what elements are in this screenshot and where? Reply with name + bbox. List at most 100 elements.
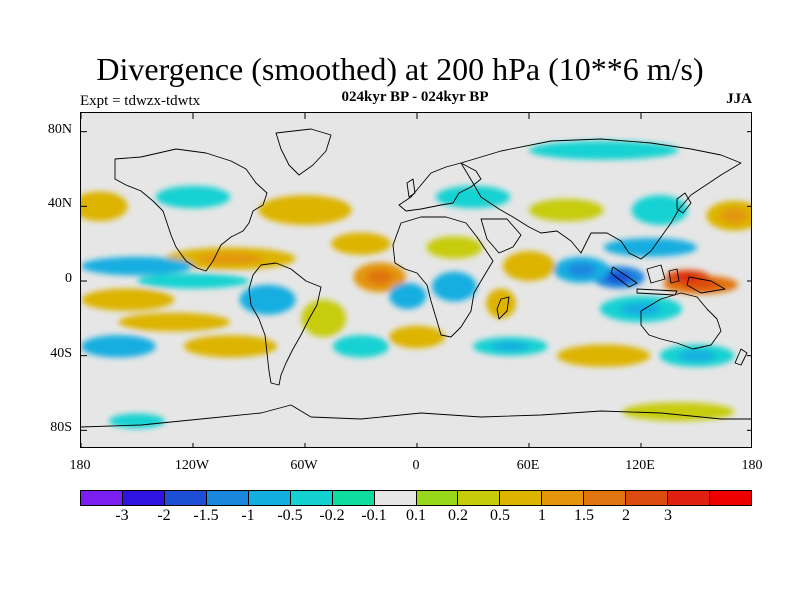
field-anomaly-core-25 (580, 350, 627, 362)
colorbar-label: -1.5 (193, 507, 219, 524)
field-anomaly-core-14 (109, 261, 165, 271)
colorbar-swatch (584, 491, 627, 505)
lat-label: 0 (65, 271, 72, 286)
colorbar (80, 490, 752, 506)
coastline-africa (392, 216, 494, 338)
coastline-greenland (275, 128, 332, 176)
field-anomaly-32 (155, 185, 231, 209)
field-anomaly-core-4 (627, 242, 674, 253)
field-anomaly-core-5 (620, 302, 662, 316)
coastline-antarctica (81, 404, 751, 428)
field-anomaly-core-26 (678, 350, 716, 362)
field-anomaly-core-6 (515, 258, 543, 274)
field-anomaly-core-10 (366, 269, 393, 285)
field-anomaly-core-27 (720, 208, 749, 224)
lon-label: 120W (174, 458, 210, 473)
colorbar-swatch (500, 491, 543, 505)
lon-label: 60W (290, 458, 318, 473)
colorbar-label: 0.5 (490, 507, 510, 524)
lat-label: 80S (50, 420, 72, 436)
coastline-australia (640, 292, 722, 350)
lon-label: 0 (412, 458, 420, 473)
field-anomaly-29 (529, 198, 604, 222)
colorbar-label: 1 (538, 507, 546, 524)
field-anomaly-36 (109, 413, 165, 429)
colorbar-swatch (332, 491, 375, 505)
map-canvas (81, 113, 751, 447)
field-anomaly-core-31 (281, 202, 329, 218)
colorbar-label: -2 (157, 507, 171, 524)
field-anomaly-core-33 (85, 198, 114, 214)
field-anomaly-9 (426, 236, 483, 259)
lat-label: 40S (50, 345, 72, 361)
field-anomaly-core-7 (493, 295, 509, 311)
colorbar-swatch (458, 491, 501, 505)
field-anomaly-core-3 (567, 263, 596, 277)
coastline-europe (398, 162, 482, 212)
colorbar-label: -0.5 (277, 507, 303, 524)
lon-label: 60E (516, 458, 540, 473)
field-anomaly-21 (301, 299, 347, 337)
field-anomaly-core-17 (104, 294, 151, 306)
coastline-new-zealand (734, 348, 748, 366)
plot-title: Divergence (smoothed) at 200 hPa (10**6 … (96, 51, 704, 87)
field-anomaly-core-11 (398, 289, 417, 303)
colorbar-label: 0.2 (448, 507, 468, 524)
field-anomaly-core-8 (443, 279, 466, 295)
colorbar-swatch (374, 491, 417, 505)
field-anomaly-core-23 (403, 331, 431, 343)
field-anomaly-34 (529, 141, 679, 160)
field-anomaly-core-18 (146, 317, 203, 327)
colorbar-label: 2 (622, 507, 630, 524)
coastline-arabia (480, 218, 522, 254)
field-anomaly-35 (622, 402, 735, 421)
coastline-japan (676, 192, 692, 214)
field-anomaly-core-2 (605, 271, 632, 283)
colorbar-swatch (122, 491, 165, 505)
plot-subtitle: 024kyr BP - 024kyr BP (341, 89, 489, 105)
colorbar-label: 3 (664, 507, 672, 524)
coastline-madagascar (496, 296, 510, 320)
lat-label: 40N (47, 196, 72, 212)
field-anomaly-core-19 (99, 340, 137, 352)
colorbar-swatch (290, 491, 333, 505)
map-panel (80, 112, 752, 448)
lon-label: 180 (69, 458, 91, 473)
field-anomaly-core-1 (676, 273, 699, 281)
map-ticks (81, 113, 751, 447)
colorbar-swatch (206, 491, 249, 505)
field-anomaly-core-12 (346, 238, 376, 250)
field-anomaly-15 (137, 273, 249, 289)
field-anomaly-core-16 (253, 292, 282, 308)
colorbar-label: -0.2 (319, 507, 345, 524)
colorbar-label: 0.1 (406, 507, 426, 524)
colorbar-swatch (542, 491, 585, 505)
lon-label: 180 (741, 458, 763, 473)
colorbar-swatch (416, 491, 459, 505)
season-label: JJA (726, 91, 752, 107)
colorbar-swatch (668, 491, 711, 505)
colorbar-label: -1 (241, 507, 255, 524)
experiment-label: Expt = tdwzx-tdwtx (80, 93, 201, 109)
colorbar-label: -3 (115, 507, 129, 524)
field-anomaly-core-24 (491, 341, 529, 351)
lat-label: 80N (47, 121, 72, 137)
field-anomaly-core-20 (207, 340, 254, 352)
colorbar-swatch (710, 491, 751, 505)
field-anomaly-22 (333, 335, 389, 358)
colorbar-swatch (626, 491, 669, 505)
coastline-britain (406, 178, 416, 198)
field-anomaly-core-13 (197, 253, 263, 265)
colorbar-label: -0.1 (361, 507, 387, 524)
colorbar-swatch (81, 491, 123, 505)
colorbar-label: 1.5 (574, 507, 594, 524)
lon-label: 120E (625, 458, 655, 473)
coastlines (81, 128, 751, 428)
colorbar-swatch (164, 491, 207, 505)
coastline-asia (460, 138, 742, 260)
coastline-new-guinea (686, 276, 726, 294)
coastline-north-america (114, 148, 268, 272)
coastline-south-america (248, 262, 322, 386)
colorbar-swatch (248, 491, 291, 505)
divergence-field (81, 141, 751, 429)
